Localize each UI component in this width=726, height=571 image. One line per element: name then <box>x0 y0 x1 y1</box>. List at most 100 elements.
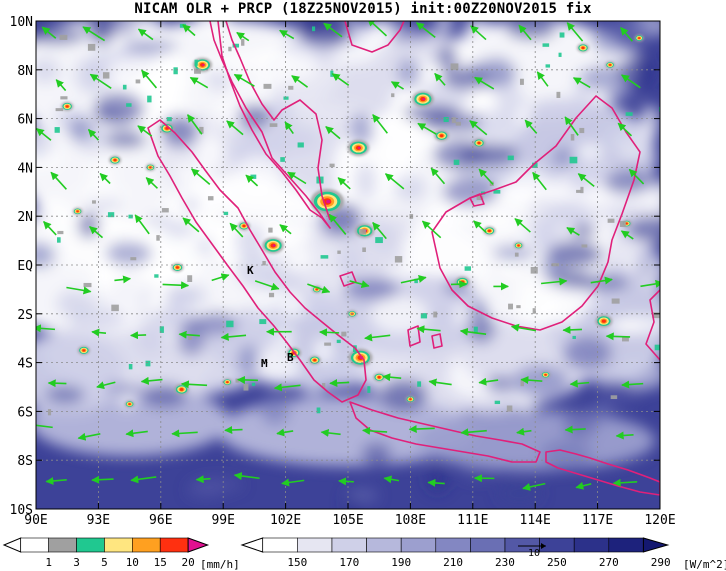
lat-tick-label: 2N <box>17 210 33 225</box>
wind-vector <box>171 429 198 438</box>
wind-vector <box>162 281 190 290</box>
wind-vector <box>620 230 634 240</box>
lat-tick-label: 6S <box>17 405 33 420</box>
olr-bar-segment <box>262 537 298 553</box>
wind-vector <box>190 168 211 186</box>
olr-tick-label: 290 <box>651 556 671 569</box>
wind-vector <box>577 173 595 187</box>
wind-vector <box>338 477 354 486</box>
wind-vector <box>575 481 592 490</box>
wind-vector <box>276 428 294 437</box>
olr-bar-segment <box>435 537 471 553</box>
wind-vector <box>450 280 468 289</box>
wind-vector <box>125 429 148 438</box>
wind-vector <box>47 379 67 388</box>
wind-vector <box>367 21 388 37</box>
wind-vector <box>323 22 343 38</box>
wind-vector <box>245 174 259 187</box>
wind-vector <box>427 478 445 487</box>
coast-lesser-sunda <box>545 449 660 496</box>
wind-vector <box>470 25 487 41</box>
coast-indochina <box>344 21 405 53</box>
precipitation-cells <box>47 23 660 416</box>
wind-vector <box>640 279 660 288</box>
wind-vector <box>91 475 114 484</box>
wind-vector <box>416 325 441 334</box>
station-labels: K M B <box>247 264 294 370</box>
wind-vector <box>522 482 546 491</box>
precip-bar-cap <box>2 537 22 553</box>
wind-vector <box>524 119 538 134</box>
wind-vector <box>36 127 52 141</box>
wind-vector <box>96 381 116 390</box>
wind-vector <box>281 478 305 487</box>
precip-bar-segment <box>104 537 133 553</box>
olr-bar-segment <box>608 537 644 553</box>
wind-vector <box>287 171 307 185</box>
wind-vector <box>349 280 370 288</box>
coast-sumatra <box>147 119 367 403</box>
precip-bar-segment <box>76 537 105 553</box>
wind-vector <box>130 331 147 340</box>
coast-belitung <box>431 333 443 349</box>
wind-vector <box>50 171 67 190</box>
wind-vector <box>473 220 487 233</box>
wind-vector <box>273 383 301 392</box>
wind-vector <box>615 431 634 440</box>
wind-vector <box>469 120 488 136</box>
lat-tick-label: 8N <box>17 64 33 79</box>
wind-vector <box>140 376 163 385</box>
wind-vector <box>460 428 487 437</box>
wind-vector <box>195 475 211 484</box>
wind-vector <box>145 177 159 189</box>
lon-tick-label: 90E <box>24 513 47 528</box>
olr-tick-label: 230 <box>495 556 515 569</box>
lon-tick-label: 111E <box>457 513 488 528</box>
wind-vector <box>89 226 104 239</box>
wind-vector <box>572 77 591 89</box>
reference-vector-label: 10 <box>528 548 540 559</box>
olr-colorbar: 150 170 190 210 230 250 270 290 <box>240 537 671 569</box>
coast-malay-peninsula <box>209 21 331 229</box>
wind-vector <box>224 426 243 435</box>
station-label-b: B <box>287 351 294 364</box>
wind-vector <box>319 328 340 337</box>
coast-natuna <box>469 193 485 207</box>
wind-vector <box>55 79 67 92</box>
wind-vector <box>254 280 280 291</box>
map-title: NICAM OLR + PRCP (18Z25NOV2015) init:00Z… <box>134 1 592 17</box>
olr-cloud-field <box>36 21 660 509</box>
olr-tick-label: 250 <box>547 556 567 569</box>
wind-vector <box>82 26 106 42</box>
olr-bar-segment <box>297 537 333 553</box>
lat-tick-label: 2S <box>17 308 33 323</box>
wind-vector <box>362 426 388 435</box>
wind-vector <box>189 76 209 89</box>
wind-vector <box>459 327 487 336</box>
lon-tick-label: 114E <box>520 513 551 528</box>
wind-vector <box>328 213 347 235</box>
wind-vector <box>520 376 543 385</box>
olr-tick-label: 190 <box>391 556 411 569</box>
wind-vector <box>45 476 67 485</box>
lat-tick-label: 6N <box>17 113 33 128</box>
wind-vector <box>36 424 53 429</box>
coastlines <box>147 21 660 496</box>
wind-vector <box>617 122 633 137</box>
wind-vector <box>41 26 57 39</box>
wind-vector <box>229 222 244 238</box>
lon-tick-label: 93E <box>87 513 110 528</box>
wind-vector <box>291 75 309 88</box>
precip-tick-label: 5 <box>101 556 108 569</box>
wind-vector <box>180 380 208 389</box>
wind-vector <box>474 76 495 90</box>
map-field: K M B <box>36 21 660 509</box>
wind-vector <box>236 31 250 42</box>
lat-tick-label: 4S <box>17 357 33 372</box>
wind-vector <box>562 325 583 334</box>
station-label-m: M <box>261 357 268 370</box>
wind-vector <box>541 277 568 286</box>
wind-vector <box>417 122 437 135</box>
wind-vector <box>372 114 388 134</box>
